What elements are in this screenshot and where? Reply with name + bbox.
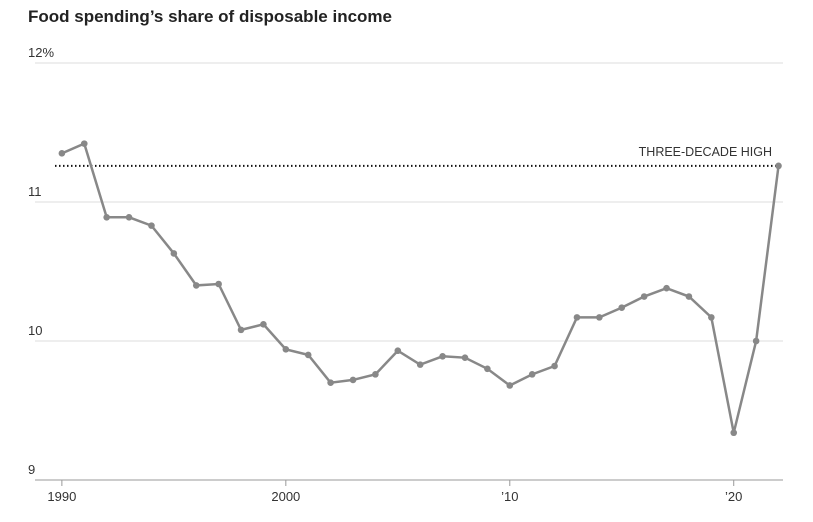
data-point bbox=[394, 347, 402, 355]
data-point bbox=[663, 284, 670, 292]
data-point bbox=[148, 222, 155, 229]
data-point bbox=[573, 314, 581, 321]
y-tick-label: 10 bbox=[28, 323, 42, 338]
data-point bbox=[708, 314, 715, 321]
data-point bbox=[775, 162, 782, 170]
data-point bbox=[551, 362, 558, 370]
chart-title: Food spending’s share of disposable inco… bbox=[28, 7, 392, 26]
data-point bbox=[618, 304, 626, 311]
data-point bbox=[752, 337, 760, 345]
data-point bbox=[685, 293, 693, 300]
data-point bbox=[80, 140, 88, 147]
x-tick-label: ’10 bbox=[501, 489, 518, 504]
data-point bbox=[372, 371, 379, 378]
data-point bbox=[170, 250, 178, 257]
data-point bbox=[215, 280, 222, 288]
data-point bbox=[461, 354, 469, 361]
data-point bbox=[192, 282, 200, 289]
data-point bbox=[260, 321, 267, 328]
data-point bbox=[596, 314, 603, 321]
data-point bbox=[349, 376, 357, 384]
data-point bbox=[484, 365, 491, 373]
y-tick-label: 11 bbox=[28, 184, 42, 199]
data-point bbox=[304, 351, 312, 359]
data-point bbox=[125, 213, 133, 221]
data-point bbox=[439, 352, 446, 360]
x-tick-label: 1990 bbox=[47, 489, 76, 504]
y-tick-label: 9 bbox=[28, 462, 35, 477]
data-point bbox=[730, 429, 738, 437]
data-point bbox=[528, 371, 536, 378]
reference-label: THREE-DECADE HIGH bbox=[639, 145, 772, 159]
data-point bbox=[640, 293, 648, 300]
data-point bbox=[416, 361, 424, 368]
data-point bbox=[327, 379, 334, 387]
y-tick-label: 12% bbox=[28, 45, 54, 60]
series-line bbox=[61, 141, 780, 434]
data-point bbox=[58, 150, 66, 157]
x-tick-label: 2000 bbox=[271, 489, 300, 504]
data-point bbox=[506, 382, 514, 389]
x-tick-label: ’20 bbox=[725, 489, 742, 504]
data-point bbox=[103, 213, 110, 221]
data-point bbox=[282, 346, 290, 353]
data-point bbox=[237, 326, 245, 334]
